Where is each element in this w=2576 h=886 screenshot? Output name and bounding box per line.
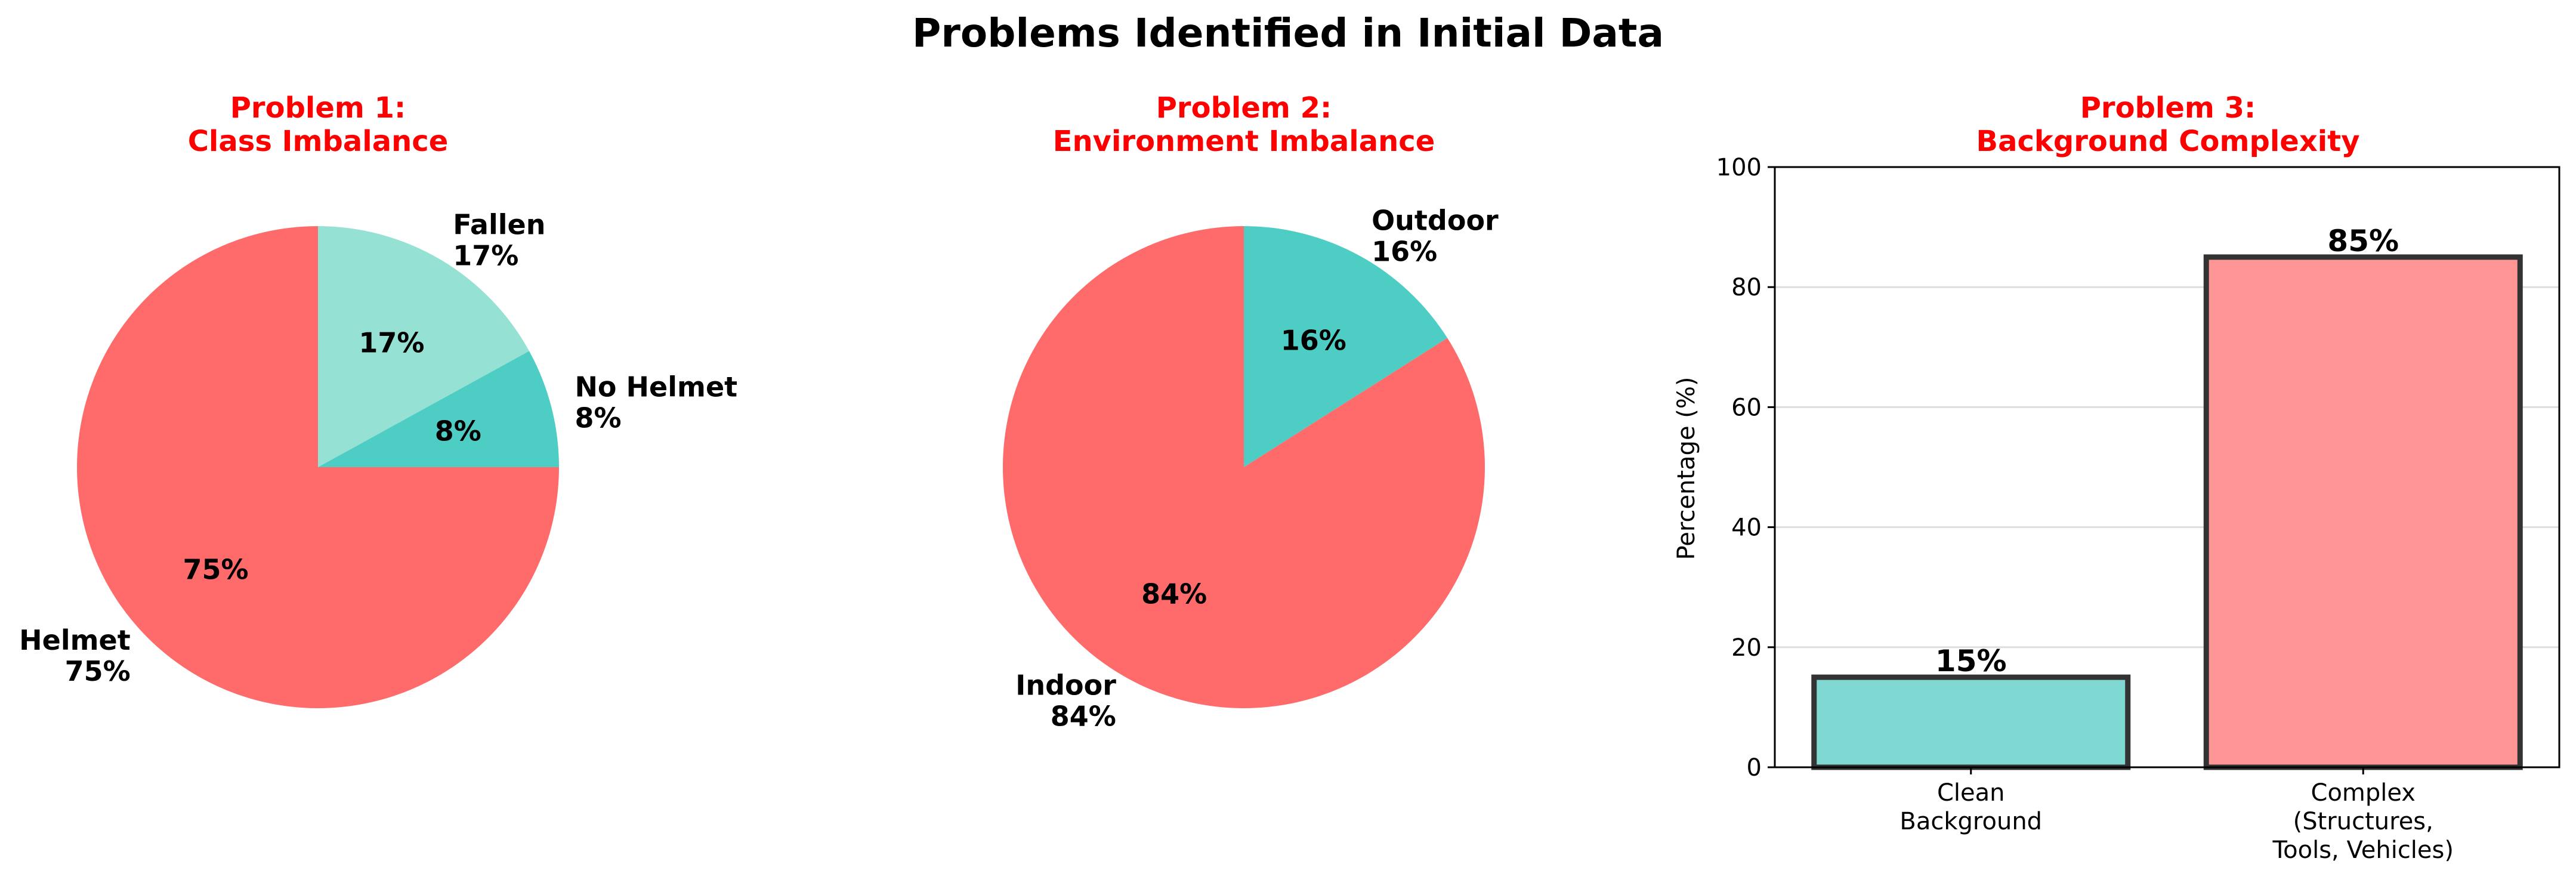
pie1-outer-pct-fallen: 17% [453, 239, 518, 271]
pie1-slice-fallen [318, 226, 530, 467]
bar-value-label-clean: 15% [1935, 644, 2007, 678]
pie1-outer-label-no-helmet: No Helmet [574, 371, 737, 403]
x-tick-label-complex-line3: Tools, Vehicles) [2272, 836, 2454, 864]
y-tick-label-80: 80 [1731, 274, 1762, 301]
pie1-pct-label-fallen: 17% [359, 326, 424, 359]
y-tick-label-100: 100 [1716, 154, 1762, 181]
y-axis-label: Percentage (%) [1673, 377, 1700, 560]
bar-title-line1: Problem 3: [2080, 91, 2256, 125]
pie2-slice-indoor [1002, 226, 1485, 708]
pie1-pct-label-helmet: 75% [183, 553, 249, 585]
pie2-title-line1: Problem 2: [1156, 91, 1332, 125]
y-tick-label-60: 60 [1731, 394, 1762, 421]
bar-title-line2: Background Complexity [1976, 125, 2359, 158]
pie2-pct-label-outdoor: 16% [1281, 325, 1346, 357]
pie1-title-line1: Problem 1: [230, 91, 406, 125]
pie1-slice-helmet [77, 226, 559, 708]
pie2-outer-pct-outdoor: 16% [1372, 236, 1437, 268]
pie1-outer-label-fallen: Fallen [453, 208, 545, 240]
x-tick-label-clean-line2: Background [1899, 808, 2042, 835]
pie1-outer-label-helmet: Helmet [19, 624, 131, 656]
bar-complex [2203, 254, 2523, 770]
pie-chart-class-imbalance: Problem 1: Class Imbalance 17%Fallen17%8… [19, 91, 737, 708]
y-tick-label-20: 20 [1731, 634, 1762, 662]
pie1-title-line2: Class Imbalance [188, 125, 449, 158]
x-tick-label-complex-line2: (Structures, [2293, 808, 2433, 835]
bar-chart-background-complexity: Problem 3: Background Complexity Percent… [1673, 91, 2560, 864]
pie-chart-environment-imbalance: Problem 2: Environment Imbalance 16%Outd… [1002, 91, 1499, 732]
pie1-pct-label-no-helmet: 8% [435, 415, 481, 447]
pie2-outer-label-outdoor: Outdoor [1372, 205, 1499, 237]
pie2-pct-label-indoor: 84% [1141, 578, 1207, 610]
y-tick-label-40: 40 [1731, 514, 1762, 542]
pie2-outer-pct-indoor: 84% [1051, 700, 1116, 732]
y-tick-label-0: 0 [1747, 754, 1762, 782]
x-tick-label-clean-line1: Clean [1937, 779, 2005, 807]
pie1-outer-pct-no-helmet: 8% [574, 402, 621, 434]
bar-value-label-complex: 85% [2327, 224, 2399, 258]
pie1-outer-pct-helmet: 75% [65, 655, 131, 687]
bar-plot-frame [1774, 166, 2560, 768]
pie2-slice-outdoor [1244, 226, 1448, 467]
pie2-title-line2: Environment Imbalance [1053, 125, 1435, 158]
figure-title: Problems Identified in Initial Data [912, 10, 1664, 56]
bar-clean [1811, 674, 2131, 770]
x-tick-label-complex-line1: Complex [2311, 779, 2416, 807]
pie2-outer-label-indoor: Indoor [1015, 669, 1116, 701]
pie1-slice-no-helmet [318, 351, 559, 467]
